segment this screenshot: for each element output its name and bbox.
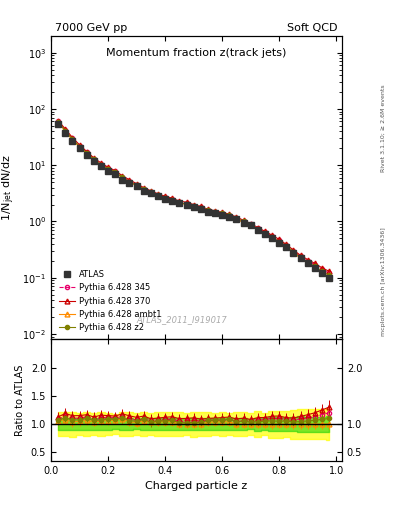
Text: mcplots.cern.ch [arXiv:1306.3436]: mcplots.cern.ch [arXiv:1306.3436] (381, 227, 386, 336)
Text: 7000 GeV pp: 7000 GeV pp (55, 23, 127, 33)
Y-axis label: Ratio to ATLAS: Ratio to ATLAS (15, 365, 25, 436)
Text: Rivet 3.1.10; ≥ 2.6M events: Rivet 3.1.10; ≥ 2.6M events (381, 84, 386, 172)
Text: Soft QCD: Soft QCD (288, 23, 338, 33)
X-axis label: Charged particle z: Charged particle z (145, 481, 248, 491)
Text: ATLAS_2011_I919017: ATLAS_2011_I919017 (137, 315, 227, 324)
Legend: ATLAS, Pythia 6.428 345, Pythia 6.428 370, Pythia 6.428 ambt1, Pythia 6.428 z2: ATLAS, Pythia 6.428 345, Pythia 6.428 37… (55, 267, 165, 335)
Y-axis label: 1/N$_{\rm jet}$ dN/dz: 1/N$_{\rm jet}$ dN/dz (0, 154, 17, 221)
Text: Momentum fraction z(track jets): Momentum fraction z(track jets) (107, 48, 286, 58)
